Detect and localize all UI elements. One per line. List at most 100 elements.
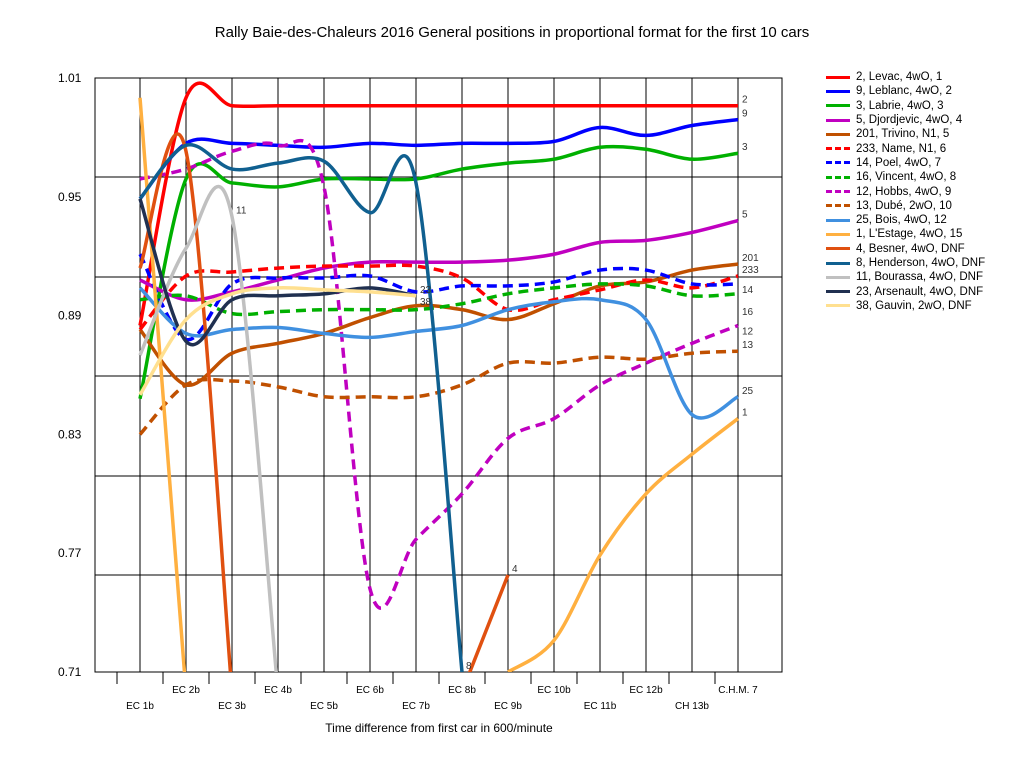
legend-swatch <box>826 261 850 265</box>
legend-item: 201, Trivino, N1, 5 <box>826 127 985 141</box>
data-label: 38 <box>420 297 432 308</box>
x-tick-label: C.H.M. 7 <box>718 685 758 696</box>
x-tick-label: EC 5b <box>310 701 338 712</box>
data-label: 9 <box>742 109 748 120</box>
legend-swatch <box>826 275 850 279</box>
legend-label: 201, Trivino, N1, 5 <box>856 128 950 141</box>
legend-swatch <box>826 304 850 308</box>
series-line-14 <box>138 253 739 342</box>
data-label: 14 <box>742 285 754 296</box>
y-tick-label: 0.71 <box>58 665 82 679</box>
data-label: 23 <box>420 285 432 296</box>
legend-swatch <box>826 118 850 122</box>
legend-swatch <box>826 75 850 79</box>
series-line-4 <box>467 574 510 672</box>
legend-label: 11, Bourassa, 4wO, DNF <box>856 271 983 284</box>
data-label: 5 <box>742 210 748 221</box>
data-label: 8 <box>466 661 472 672</box>
legend-item: 38, Gauvin, 2wO, DNF <box>826 299 985 313</box>
legend-item: 2, Levac, 4wO, 1 <box>826 70 985 84</box>
legend-item: 3, Labrie, 4wO, 3 <box>826 99 985 113</box>
series-line-25 <box>138 286 739 420</box>
series-line-233 <box>138 263 739 331</box>
legend-swatch <box>826 204 850 208</box>
series-line-1 <box>138 97 187 672</box>
legend-label: 9, Leblanc, 4wO, 2 <box>856 85 952 98</box>
legend-swatch <box>826 132 850 136</box>
x-tick-label: EC 4b <box>264 685 292 696</box>
legend-item: 14, Poel, 4wO, 7 <box>826 156 985 170</box>
y-tick-label: 0.77 <box>58 546 82 560</box>
legend-swatch <box>826 89 850 93</box>
data-label: 4 <box>512 564 518 575</box>
legend-swatch <box>826 190 850 194</box>
legend-item: 8, Henderson, 4wO, DNF <box>826 256 985 270</box>
x-axis-label: Time difference from first car in 600/mi… <box>325 721 553 735</box>
data-label: 2 <box>742 95 748 106</box>
series-line-13 <box>138 349 739 436</box>
x-tick-label: EC 8b <box>448 685 476 696</box>
x-tick-label: EC 12b <box>629 685 663 696</box>
chart-title: Rally Baie-des-Chaleurs 2016 General pos… <box>214 24 810 41</box>
x-tick-label: EC 3b <box>218 701 246 712</box>
x-tick-label: EC 7b <box>402 701 430 712</box>
series-line-12 <box>139 138 739 610</box>
legend-label: 23, Arsenault, 4wO, DNF <box>856 285 984 298</box>
x-tick-label: EC 6b <box>356 685 384 696</box>
legend-item: 233, Name, N1, 6 <box>826 141 985 155</box>
legend-swatch <box>826 104 850 108</box>
data-label: 25 <box>742 386 754 397</box>
y-tick-label: 0.83 <box>58 427 82 441</box>
x-tick-label: CH 13b <box>675 701 709 712</box>
legend-label: 14, Poel, 4wO, 7 <box>856 156 942 169</box>
legend-item: 16, Vincent, 4wO, 8 <box>826 170 985 184</box>
x-tick-label: EC 11b <box>584 701 617 712</box>
series-line-9 <box>138 117 739 200</box>
data-label: 1 <box>742 408 748 419</box>
data-label: 11 <box>236 206 247 217</box>
series-line-16 <box>139 282 739 317</box>
series-line-201 <box>138 262 739 387</box>
legend-item: 1, L'Estage, 4wO, 15 <box>826 227 985 241</box>
x-tick-label: EC 1b <box>126 701 154 712</box>
legend-label: 233, Name, N1, 6 <box>856 142 947 155</box>
series-line-4 <box>138 132 233 672</box>
x-tick-label: EC 10b <box>537 685 571 696</box>
data-label: 13 <box>742 340 754 351</box>
legend-label: 38, Gauvin, 2wO, DNF <box>856 299 972 312</box>
data-label: 3 <box>742 142 748 153</box>
legend-item: 5, Djordjevic, 4wO, 4 <box>826 113 985 127</box>
legend-label: 4, Besner, 4wO, DNF <box>856 242 965 255</box>
series-line-2 <box>138 81 738 326</box>
legend-swatch <box>826 175 850 179</box>
legend-item: 9, Leblanc, 4wO, 2 <box>826 84 985 98</box>
series-line-23 <box>138 198 417 347</box>
series-line-8 <box>138 143 464 672</box>
y-tick-label: 0.89 <box>58 309 82 323</box>
x-tick-label: EC 9b <box>494 701 522 712</box>
legend-item: 12, Hobbs, 4wO, 9 <box>826 184 985 198</box>
series-line-1 <box>507 417 740 672</box>
legend-item: 11, Bourassa, 4wO, DNF <box>826 270 985 284</box>
legend-label: 5, Djordjevic, 4wO, 4 <box>856 114 963 127</box>
legend-swatch <box>826 290 850 294</box>
legend-swatch <box>826 247 850 251</box>
legend: 2, Levac, 4wO, 1 9, Leblanc, 4wO, 2 3, Lab… <box>826 70 985 313</box>
y-tick-label: 0.95 <box>58 190 82 204</box>
series-line-11 <box>138 184 278 672</box>
legend-swatch <box>826 232 850 236</box>
legend-label: 1, L'Estage, 4wO, 15 <box>856 228 963 241</box>
data-label: 16 <box>742 307 754 318</box>
series-line-38 <box>138 285 417 396</box>
legend-swatch <box>826 161 850 165</box>
legend-label: 8, Henderson, 4wO, DNF <box>856 257 986 269</box>
legend-item: 4, Besner, 4wO, DNF <box>826 242 985 256</box>
x-tick-label: EC 2b <box>172 685 200 696</box>
data-label: 12 <box>742 327 754 338</box>
legend-label: 3, Labrie, 4wO, 3 <box>856 99 944 112</box>
legend-item: 23, Arsenault, 4wO, DNF <box>826 284 985 298</box>
data-label: 233 <box>742 265 759 276</box>
legend-label: 25, Bois, 4wO, 12 <box>856 214 947 227</box>
legend-label: 12, Hobbs, 4wO, 9 <box>856 185 952 198</box>
